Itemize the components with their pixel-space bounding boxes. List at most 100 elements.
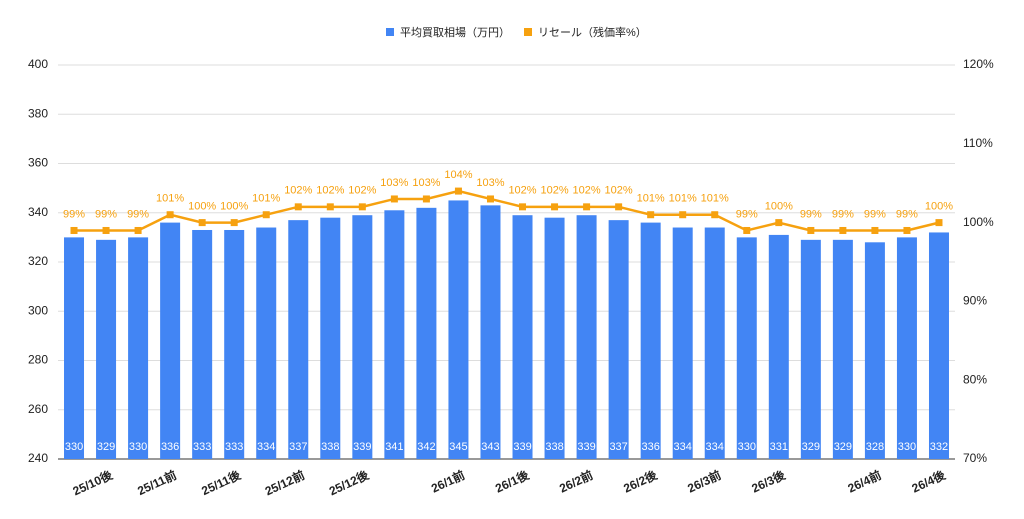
bar-value-label: 345 (449, 441, 467, 453)
y-tick-label: 380 (28, 106, 48, 120)
bar-value-label: 339 (577, 441, 595, 453)
line-point (743, 226, 751, 234)
bar-value-label: 336 (641, 441, 659, 453)
y2-tick-label: 70% (963, 451, 987, 465)
x-tick-label: 26/3前 (685, 467, 723, 496)
line-point (390, 195, 398, 203)
line-value-label: 100% (220, 201, 248, 213)
line-value-label: 100% (925, 201, 953, 213)
y-tick-label: 340 (28, 205, 48, 219)
x-tick-label: 26/4後 (909, 467, 948, 496)
line-point (647, 211, 655, 219)
y-tick-label: 260 (28, 402, 48, 416)
line (74, 189, 940, 232)
bar (192, 229, 213, 459)
line-value-label: 99% (63, 208, 85, 220)
y-tick-label: 400 (28, 57, 48, 71)
bar-value-label: 334 (706, 441, 724, 453)
bar-value-label: 336 (161, 441, 179, 453)
bar-value-label: 330 (898, 441, 916, 453)
bar-value-label: 339 (513, 441, 531, 453)
line-point (679, 211, 687, 219)
y-tick-label: 320 (28, 254, 48, 268)
line-value-label: 104% (444, 169, 472, 181)
line-point (326, 203, 334, 211)
legend-label: リセール（残価率%） (538, 25, 647, 39)
bar (96, 239, 117, 459)
line-point (839, 226, 847, 234)
bar-value-label: 332 (930, 441, 948, 453)
x-tick-label: 25/10後 (70, 467, 115, 499)
line-point (935, 219, 943, 227)
bar (608, 220, 629, 459)
y2-tick-label: 100% (963, 215, 994, 229)
bar (160, 222, 181, 459)
bar-value-label: 338 (545, 441, 563, 453)
bar (512, 215, 533, 459)
line-point (903, 226, 911, 234)
bar-value-label: 329 (802, 441, 820, 453)
x-tick-label: 25/12後 (327, 467, 372, 499)
line-point (70, 226, 78, 234)
bar (224, 229, 245, 459)
bar (384, 210, 405, 459)
line-value-label: 99% (864, 208, 886, 220)
x-tick-label: 25/11後 (199, 467, 244, 498)
bar (480, 205, 501, 459)
line-value-label: 102% (540, 185, 568, 197)
y2-tick-label: 80% (963, 372, 987, 386)
x-tick-label: 25/11前 (135, 467, 179, 498)
line-point (262, 211, 270, 219)
bar-value-label: 337 (289, 441, 307, 453)
line-value-label: 102% (284, 185, 312, 197)
line-value-label: 102% (508, 185, 536, 197)
line-value-label: 102% (605, 185, 633, 197)
bar-value-label: 334 (674, 441, 692, 453)
line-point (166, 211, 174, 219)
bar (576, 215, 597, 459)
bar (320, 217, 341, 459)
line-point (871, 226, 879, 234)
legend-label: 平均買取相場（万円） (400, 26, 510, 39)
line-value-label: 99% (896, 208, 918, 220)
bar (704, 227, 725, 459)
y-tick-label: 360 (28, 156, 48, 170)
line-value-label: 103% (412, 177, 440, 189)
legend-swatch (386, 28, 394, 36)
x-tick-label: 26/4前 (845, 467, 883, 496)
bar (640, 222, 661, 459)
line-value-label: 101% (669, 193, 697, 205)
bar-value-label: 330 (65, 441, 83, 453)
bar-value-label: 329 (97, 441, 115, 453)
bar-value-label: 338 (321, 441, 339, 453)
bar (448, 200, 469, 459)
y2-tick-label: 120% (963, 57, 994, 71)
line-value-label: 99% (736, 208, 758, 220)
bar (128, 237, 149, 459)
bar-value-label: 334 (257, 441, 275, 453)
bar (544, 217, 565, 459)
line-point (519, 203, 527, 211)
bar (352, 215, 373, 459)
bar (832, 239, 853, 459)
line-point (230, 219, 238, 227)
line-point (486, 195, 494, 203)
line-value-label: 101% (156, 193, 184, 205)
line-point (807, 226, 815, 234)
bar-value-label: 341 (385, 441, 403, 453)
bar-value-label: 328 (866, 441, 884, 453)
y-tick-label: 240 (28, 451, 48, 465)
bar-value-label: 333 (225, 441, 243, 453)
bar (928, 232, 949, 459)
x-tick-label: 26/1後 (493, 467, 532, 496)
bar-value-label: 330 (738, 441, 756, 453)
line-value-label: 99% (127, 208, 149, 220)
bar-value-label: 342 (417, 441, 435, 453)
line-value-label: 102% (573, 185, 601, 197)
x-tick-label: 26/3後 (749, 467, 788, 496)
line-value-label: 99% (95, 208, 117, 220)
legend-swatch (524, 28, 532, 36)
bar (672, 227, 693, 459)
bar (864, 242, 885, 459)
line-point (422, 195, 430, 203)
